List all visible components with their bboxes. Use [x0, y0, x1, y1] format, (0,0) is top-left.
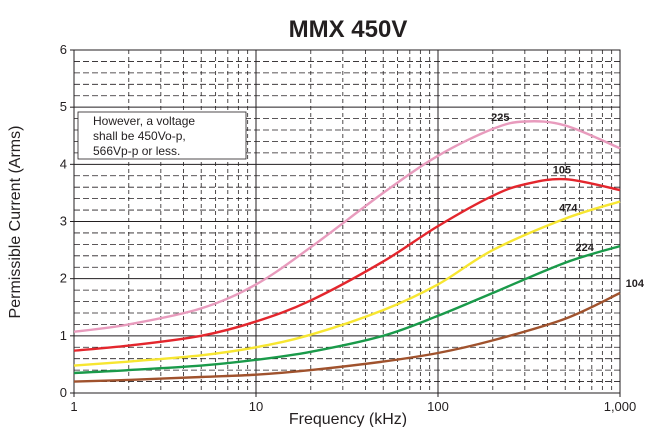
y-axis-ticks: 0 1 2 3 4 5 6 [60, 42, 74, 400]
series-line-225 [73, 120, 621, 333]
annotation-line-2: shall be 450Vo-p, [93, 129, 186, 143]
series-label-105: 105 [553, 165, 571, 177]
series-line-105 [73, 177, 621, 352]
series-line-474 [73, 200, 621, 367]
y-tick-label: 0 [60, 385, 67, 400]
series-label-224: 224 [576, 242, 595, 254]
y-tick-label: 5 [60, 99, 67, 114]
series-line-224 [73, 244, 621, 375]
series-line-104 [73, 291, 621, 383]
annotation-line-1: However, a voltage [93, 114, 195, 128]
y-axis-label: Permissible Current (Arms) [7, 126, 24, 319]
x-tick-label: 100 [427, 399, 449, 414]
y-tick-label: 6 [60, 42, 67, 57]
chart-title: MMX 450V [289, 16, 408, 43]
y-tick-label: 1 [60, 328, 67, 343]
series-lines [73, 120, 621, 383]
grid-lines [74, 50, 620, 393]
x-tick-label: 1 [70, 399, 77, 414]
series-label-104: 104 [626, 278, 645, 290]
annotation-background [77, 111, 247, 160]
series-label-474: 474 [559, 203, 578, 215]
y-tick-label: 4 [60, 156, 67, 171]
annotation-line-3: 566Vp-p or less. [93, 144, 180, 158]
y-tick-label: 3 [60, 214, 67, 229]
annotation-box: However, a voltage shall be 450Vo-p, 566… [77, 111, 247, 160]
x-axis-label: Frequency (kHz) [289, 411, 407, 427]
x-tick-label: 10 [249, 399, 263, 414]
series-label-225: 225 [491, 112, 509, 124]
x-tick-label: 1,000 [604, 399, 637, 414]
y-tick-label: 2 [60, 271, 67, 286]
series-labels: 225 105 474 224 104 [491, 112, 645, 290]
x-axis-ticks: 1 10 100 1,000 [70, 393, 636, 414]
